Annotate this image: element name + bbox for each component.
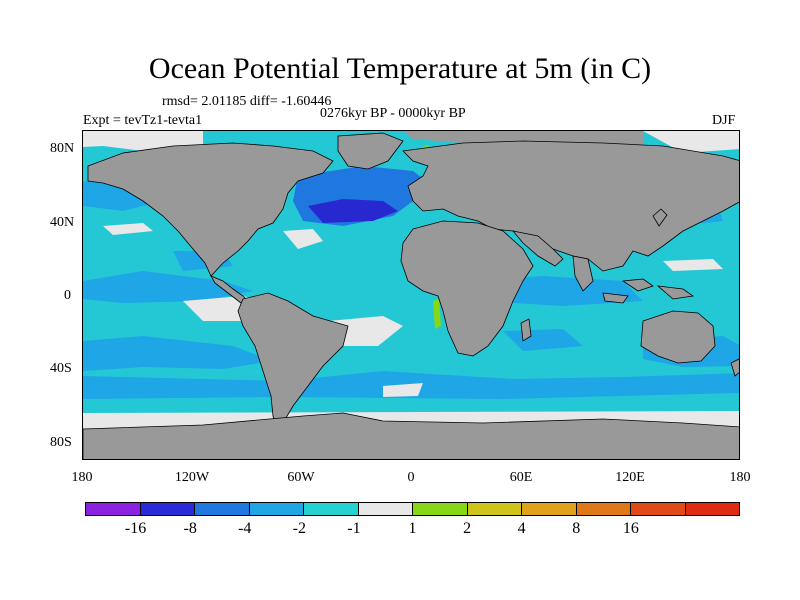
legend-label: -1 [347,520,361,537]
legend-label: -8 [183,520,197,537]
stats-line: rmsd= 2.01185 diff= -1.60446 [162,94,332,109]
legend-label: -4 [238,520,252,537]
legend-label: -16 [124,520,147,537]
y-tick-40n: 40N [50,215,75,230]
x-tick-60w: 60W [287,470,315,485]
legend-swatch [249,503,304,515]
x-tick-120w: 120W [174,470,210,485]
legend-label: 1 [408,520,417,537]
legend-swatch [358,503,413,515]
antarctica [83,412,739,459]
x-tick-180w: 180 [71,470,93,485]
very-strong-cold-anomaly [308,199,398,223]
legend-swatch [304,503,359,515]
x-tick-0: 0 [407,470,415,485]
y-tick-0: 0 [64,288,71,303]
y-tick-40s: 40S [50,361,72,376]
land-masses [83,131,739,459]
legend-label: 4 [517,520,526,537]
y-tick-80s: 80S [50,435,72,450]
legend-label: 8 [572,520,581,537]
legend-swatch [576,503,631,515]
legend-swatch [467,503,522,515]
x-tick-60e: 60E [509,470,533,485]
y-tick-80n: 80N [50,141,75,156]
legend-swatch [140,503,195,515]
legend-swatch [413,503,468,515]
legend-label: -2 [292,520,306,537]
legend-swatch [86,503,141,515]
legend-label: 2 [463,520,472,537]
eurasia [402,140,739,272]
north-america [87,142,334,277]
legend-swatch [685,503,739,515]
x-tick-180e: 180 [729,470,751,485]
legend-swatch [522,503,577,515]
period-label: 0276kyr BP - 0000kyr BP [320,106,466,121]
season-label: DJF [712,113,736,128]
map-panel [82,130,740,460]
legend-swatch [195,503,250,515]
legend-swatch [631,503,686,515]
greenland [337,132,404,170]
australia [640,310,716,364]
experiment-label: Expt = tevTz1-tevta1 [83,113,203,128]
africa [400,220,534,357]
legend-label: 16 [622,520,639,537]
x-tick-120e: 120E [615,470,645,485]
color-legend [85,502,740,516]
plot-title: Ocean Potential Temperature at 5m (in C) [148,52,652,85]
world-map [83,131,739,459]
south-america [237,292,349,432]
